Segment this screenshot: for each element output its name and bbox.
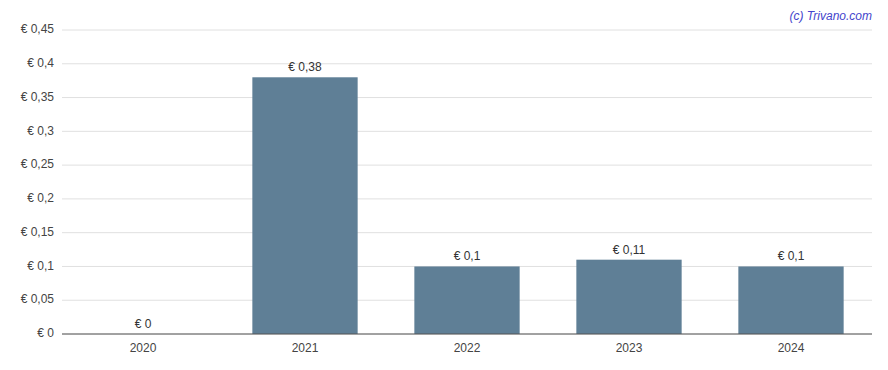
grid xyxy=(62,30,872,334)
data-label: € 0,38 xyxy=(288,60,322,74)
y-tick-label: € 0,05 xyxy=(21,292,55,306)
grid-line xyxy=(62,97,872,98)
x-axis: 2020 2021 2022 2023 2024 xyxy=(130,341,805,355)
grid-line xyxy=(62,30,872,31)
bar xyxy=(414,266,519,334)
bars xyxy=(252,77,843,334)
grid-line xyxy=(62,334,872,335)
chart: € 0 € 0,05 € 0,1 € 0,15 € 0,2 € 0,25 € 0,3 € 0,… xyxy=(0,0,888,370)
bar xyxy=(738,266,843,334)
x-tick-label: 2024 xyxy=(778,341,805,355)
grid-line xyxy=(62,131,872,132)
x-tick-label: 2023 xyxy=(616,341,643,355)
grid-line xyxy=(62,63,872,64)
y-tick-label: € 0,4 xyxy=(27,56,54,70)
watermark: (c) Trivano.com xyxy=(790,9,872,23)
x-tick-label: 2022 xyxy=(454,341,481,355)
data-label: € 0,1 xyxy=(454,249,481,263)
bar xyxy=(252,77,357,334)
data-label: € 0,11 xyxy=(613,243,646,257)
y-axis: € 0 € 0,05 € 0,1 € 0,15 € 0,2 € 0,25 € 0,3 € 0,… xyxy=(21,22,55,340)
x-tick-label: 2021 xyxy=(292,341,319,355)
y-tick-label: € 0,15 xyxy=(21,225,55,239)
y-tick-label: € 0,25 xyxy=(21,157,55,171)
grid-line xyxy=(62,198,872,199)
data-label: € 0 xyxy=(135,317,152,331)
x-axis-line xyxy=(62,334,872,335)
data-labels: € 0 € 0,38 € 0,1 € 0,11 € 0,1 xyxy=(135,60,805,331)
data-label: € 0,1 xyxy=(778,249,805,263)
chart-container: € 0 € 0,05 € 0,1 € 0,15 € 0,2 € 0,25 € 0,3 € 0,… xyxy=(0,0,888,370)
y-tick-label: € 0 xyxy=(37,326,54,340)
y-tick-label: € 0,2 xyxy=(27,191,54,205)
y-tick-label: € 0,1 xyxy=(27,259,54,273)
bar xyxy=(576,260,681,334)
y-tick-label: € 0,35 xyxy=(21,90,55,104)
x-tick-label: 2020 xyxy=(130,341,157,355)
y-tick-label: € 0,45 xyxy=(21,22,55,36)
grid-line xyxy=(62,232,872,233)
grid-line xyxy=(62,165,872,166)
y-tick-label: € 0,3 xyxy=(27,124,54,138)
